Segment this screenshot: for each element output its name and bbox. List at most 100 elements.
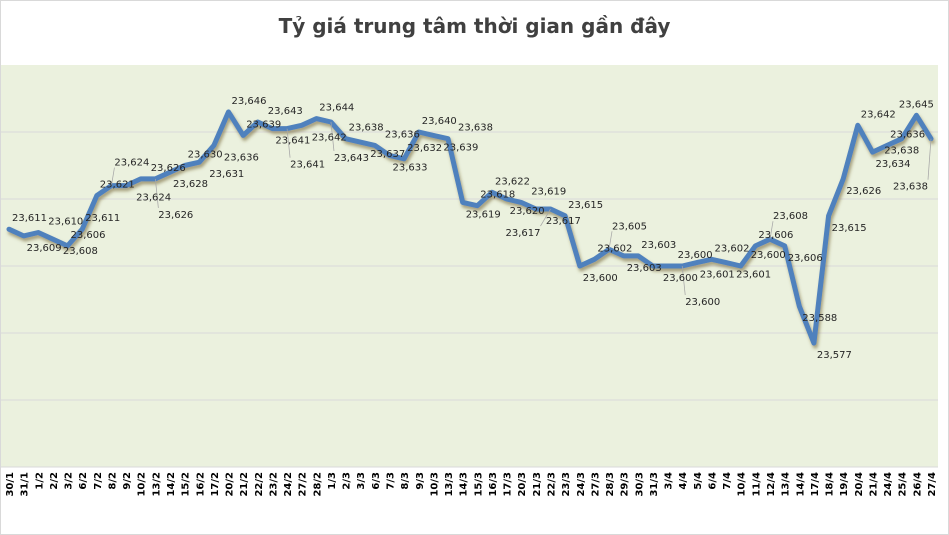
- data-label: 23,602: [715, 243, 750, 254]
- x-tick-label: 10/4: [737, 472, 748, 497]
- data-label: 23,626: [158, 210, 193, 221]
- x-tick-label: 10/3: [429, 472, 440, 497]
- data-label: 23,600: [663, 273, 698, 284]
- x-tick-label: 7/3: [386, 472, 397, 490]
- x-tick-label: 8/3: [400, 472, 411, 490]
- data-label: 23,642: [861, 109, 896, 120]
- data-label: 23,602: [597, 243, 632, 254]
- x-tick-label: 3/3: [356, 472, 367, 490]
- x-tick-label: 6/4: [707, 472, 718, 490]
- data-label-leader: [330, 121, 335, 151]
- x-tick-label: 17/4: [810, 472, 821, 497]
- x-tick-label: 5/4: [693, 472, 704, 490]
- data-label: 23,632: [407, 143, 442, 154]
- x-tick-label: 22/3: [546, 472, 557, 497]
- x-tick-label: 31/1: [20, 472, 31, 497]
- x-tick-label: 13/2: [151, 472, 162, 497]
- data-label: 23,601: [700, 270, 735, 281]
- x-tick-label: 20/2: [225, 472, 236, 497]
- data-label: 23,609: [27, 243, 62, 254]
- data-label-leader: [769, 221, 774, 240]
- data-label: 23,621: [100, 180, 135, 191]
- x-tick-label: 28/3: [605, 472, 616, 497]
- data-label: 23,636: [385, 129, 420, 140]
- data-label: 23,626: [846, 186, 881, 197]
- x-tick-label: 21/4: [868, 472, 879, 497]
- x-tick-label: 7/2: [93, 472, 104, 490]
- data-label-leader: [154, 178, 159, 208]
- x-tick-label: 6/3: [371, 472, 382, 490]
- data-label: 23,641: [290, 160, 325, 171]
- x-tick-label: 25/4: [898, 472, 909, 497]
- x-tick-label: 1/2: [34, 472, 45, 490]
- data-label: 23,611: [85, 213, 120, 224]
- data-label: 23,645: [899, 99, 934, 110]
- x-tick-label: 13/3: [444, 472, 455, 497]
- x-tick-label: 26/4: [912, 472, 923, 497]
- data-label: 23,610: [48, 217, 83, 228]
- data-label: 23,620: [510, 206, 545, 217]
- data-label: 23,606: [788, 253, 823, 264]
- x-tick-label: 3/4: [664, 472, 675, 490]
- data-label: 23,624: [114, 158, 149, 169]
- data-label: 23,618: [480, 190, 515, 201]
- data-label-leader: [286, 128, 291, 158]
- x-tick-label: 15/3: [473, 472, 484, 497]
- x-tick-label: 20/3: [517, 472, 528, 497]
- data-label: 23,638: [884, 146, 919, 157]
- data-label: 23,608: [63, 246, 98, 257]
- data-label: 23,639: [443, 142, 478, 153]
- x-tick-label: 8/2: [107, 472, 118, 490]
- x-tick-label: 14/4: [795, 472, 806, 497]
- x-tick-label: 4/4: [678, 472, 689, 490]
- x-tick-label: 17/3: [503, 472, 514, 497]
- x-tick-label: 17/2: [210, 472, 221, 497]
- x-tick-label: 22/2: [254, 472, 265, 497]
- data-label: 23,588: [802, 313, 837, 324]
- data-label: 23,624: [136, 193, 171, 204]
- data-label: 23,643: [268, 106, 303, 117]
- data-label: 23,622: [495, 176, 530, 187]
- data-label: 23,639: [246, 119, 281, 130]
- data-label: 23,638: [458, 123, 493, 134]
- x-tick-label: 14/3: [459, 472, 470, 497]
- x-tick-label: 21/2: [239, 472, 250, 497]
- x-tick-label: 19/4: [839, 472, 850, 497]
- x-tick-label: 9/2: [122, 472, 133, 490]
- data-label: 23,641: [275, 136, 310, 147]
- data-label: 23,615: [568, 200, 603, 211]
- x-tick-label: 27/4: [927, 472, 938, 497]
- data-label: 23,608: [773, 211, 808, 222]
- data-label: 23,638: [893, 182, 928, 193]
- data-label: 23,636: [890, 129, 925, 140]
- data-label: 23,615: [832, 223, 867, 234]
- x-tick-label: 24/3: [576, 472, 587, 497]
- data-label: 23,630: [188, 150, 223, 161]
- x-tick-label: 9/3: [415, 472, 426, 490]
- x-tick-label: 10/2: [137, 472, 148, 497]
- x-tick-label: 24/2: [283, 472, 294, 497]
- x-tick-label: 27/2: [298, 472, 309, 497]
- x-tick-label: 14/2: [166, 472, 177, 497]
- data-label: 23,617: [546, 216, 581, 227]
- data-label: 23,634: [876, 159, 911, 170]
- data-label: 23,619: [531, 186, 566, 197]
- data-label: 23,643: [334, 153, 369, 164]
- x-tick-label: 16/3: [488, 472, 499, 497]
- x-tick-label: 12/4: [766, 472, 777, 497]
- x-tick-label: 27/3: [590, 472, 601, 497]
- x-tick-label: 1/3: [327, 472, 338, 490]
- x-tick-label: 7/4: [722, 472, 733, 490]
- x-tick-label: 30/3: [634, 472, 645, 497]
- data-label: 23,600: [685, 297, 720, 308]
- data-label: 23,600: [678, 250, 713, 261]
- x-tick-label: 13/4: [781, 472, 792, 497]
- data-label: 23,633: [393, 162, 428, 173]
- x-tick-label: 20/4: [854, 472, 865, 497]
- data-label: 23,606: [758, 230, 793, 241]
- data-label: 23,638: [349, 123, 384, 134]
- chart-title: Tỷ giá trung tâm thời gian gần đây: [278, 14, 671, 38]
- x-tick-label: 30/1: [5, 472, 16, 497]
- data-label: 23,631: [209, 169, 244, 180]
